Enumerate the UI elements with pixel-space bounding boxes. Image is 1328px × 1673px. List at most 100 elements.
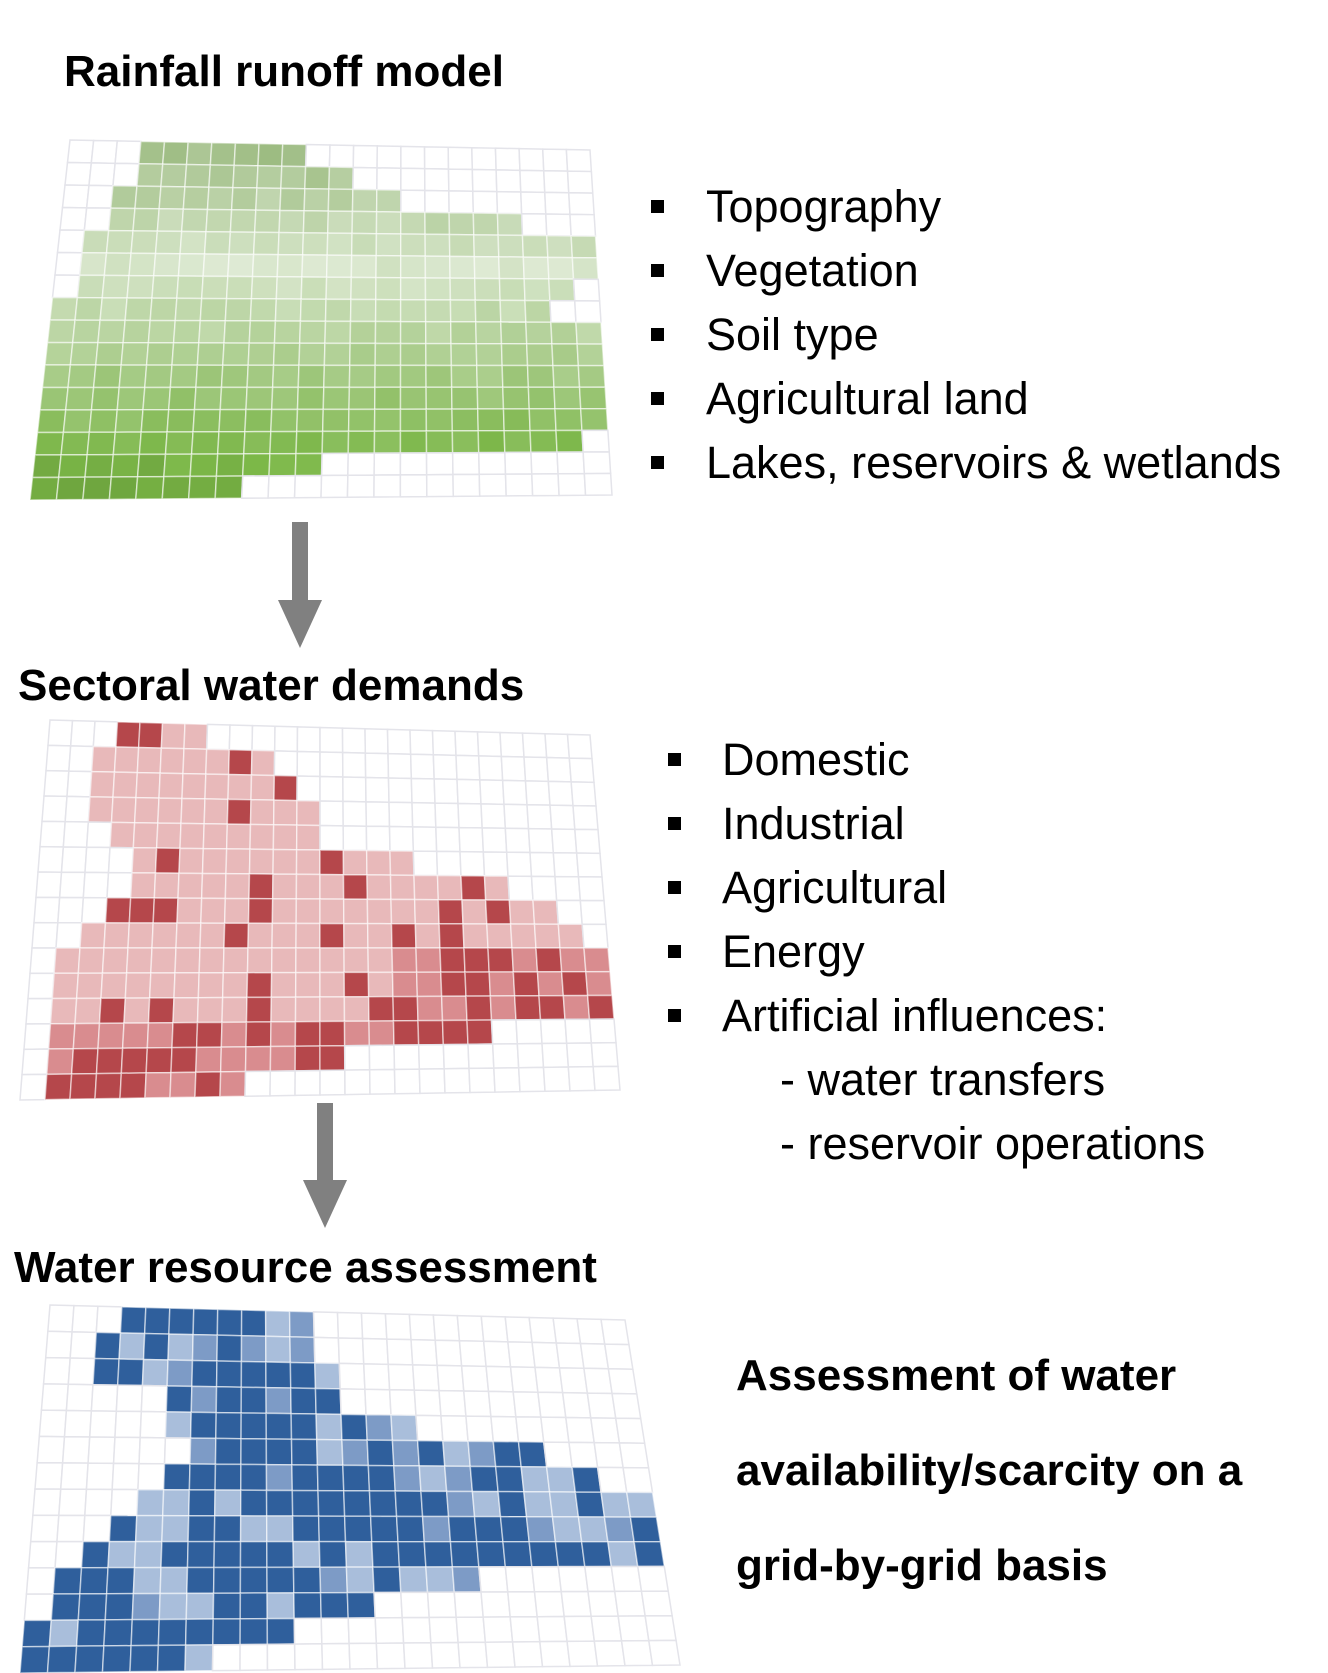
- grid-cell: [348, 386, 376, 411]
- grid-cell: [94, 341, 124, 366]
- grid-cell: [169, 1071, 197, 1099]
- grid-cell: [274, 298, 302, 322]
- grid-cell: [399, 473, 428, 498]
- grid-cell: [592, 1065, 621, 1092]
- grid-cell: [161, 475, 191, 500]
- grid-cell: [131, 847, 158, 874]
- grid-cell: [473, 234, 500, 258]
- grid-cell: [130, 230, 159, 255]
- grid-cell: [107, 846, 135, 874]
- grid-cell: [175, 922, 202, 949]
- grid-cell: [328, 166, 355, 191]
- grid-cell: [586, 1392, 617, 1419]
- grid-cell: [486, 923, 513, 949]
- grid-cell: [364, 752, 390, 779]
- grid-cell: [535, 947, 563, 973]
- grid-cell: [524, 780, 551, 806]
- grid-cell: [494, 1465, 525, 1493]
- grid-cell: [374, 364, 402, 389]
- grid-cell: [240, 1437, 268, 1466]
- grid-cell: [414, 923, 441, 949]
- grid-cell: [265, 1438, 293, 1466]
- grid-cell: [449, 277, 477, 301]
- grid-cell: [184, 1644, 214, 1672]
- grid-cell: [133, 796, 160, 824]
- grid-cell: [200, 872, 227, 900]
- grid-cell: [101, 947, 129, 974]
- grid-cell: [399, 255, 427, 279]
- grid-cell: [417, 1043, 445, 1070]
- grid-cell: [251, 253, 279, 278]
- grid-cell: [640, 1590, 674, 1617]
- grid-cell: [120, 1047, 149, 1075]
- grid-cell: [578, 386, 608, 410]
- grid-cell: [112, 1436, 141, 1465]
- grid-cell: [344, 1069, 371, 1096]
- grid-cell: [442, 1043, 470, 1070]
- grid-cell: [347, 430, 376, 455]
- grid-cell: [400, 189, 426, 214]
- grid-cell: [247, 922, 274, 949]
- grid-cell: [293, 1643, 324, 1671]
- grid-cell: [265, 1515, 294, 1543]
- grid-cell: [607, 1541, 639, 1568]
- grid-cell: [160, 163, 188, 188]
- grid-cell: [568, 1441, 599, 1469]
- grid-cell: [294, 996, 321, 1023]
- grid-cell: [74, 1645, 105, 1673]
- grid-cell: [490, 1415, 520, 1443]
- grid-cell: [106, 871, 133, 899]
- grid-cell: [326, 210, 354, 235]
- grid-cell: [270, 971, 297, 999]
- grid-cell: [181, 772, 207, 800]
- grid-cell: [496, 212, 524, 237]
- grid-cell: [448, 190, 475, 214]
- grid-cell: [221, 996, 248, 1024]
- grid-cell: [114, 140, 142, 165]
- grid-cell: [566, 1640, 599, 1668]
- bullet: [668, 817, 681, 830]
- grid-cell: [110, 184, 138, 210]
- grid-cell: [386, 728, 412, 755]
- grid-cell: [572, 278, 601, 302]
- grid-cell: [400, 211, 426, 236]
- grid-cell: [185, 1592, 215, 1621]
- grid-cell: [457, 1641, 489, 1669]
- grid-cell: [138, 140, 166, 165]
- grid-cell: [564, 1416, 596, 1444]
- grid-cell: [373, 430, 402, 454]
- grid-cell: [195, 1021, 223, 1049]
- grid-cell: [23, 1593, 54, 1622]
- grid-cell: [275, 276, 303, 300]
- grid-cell: [410, 1338, 438, 1367]
- grid-cell: [560, 1590, 593, 1618]
- grid-cell: [265, 1335, 292, 1364]
- grid-cell: [617, 1615, 650, 1642]
- grid-cell: [85, 1462, 115, 1491]
- grid-cell: [220, 1021, 248, 1048]
- grid-cell: [390, 898, 417, 925]
- grid-cell: [411, 826, 438, 853]
- grid-cell: [423, 167, 450, 192]
- grid-cell: [295, 824, 321, 851]
- grid-cell: [375, 232, 402, 257]
- grid-cell: [321, 1642, 351, 1671]
- grid-cell: [596, 1466, 628, 1494]
- grid-cell: [250, 774, 276, 801]
- grid-cell: [495, 169, 522, 193]
- grid-cell: [500, 321, 528, 345]
- grid-cell: [212, 1566, 242, 1595]
- grid-cell: [227, 749, 253, 776]
- grid-cell: [559, 947, 587, 973]
- grid-cell: [191, 1333, 219, 1362]
- grid-cell: [135, 475, 165, 500]
- grid-cell: [424, 277, 452, 301]
- grid-cell: [315, 1438, 344, 1467]
- grid-cell: [195, 1046, 223, 1073]
- grid-cell: [271, 922, 297, 949]
- grid-cell: [116, 386, 146, 411]
- grid-cell: [633, 1541, 666, 1568]
- grid-cell: [215, 453, 245, 477]
- grid-cell: [341, 751, 367, 779]
- arrow: [278, 522, 322, 648]
